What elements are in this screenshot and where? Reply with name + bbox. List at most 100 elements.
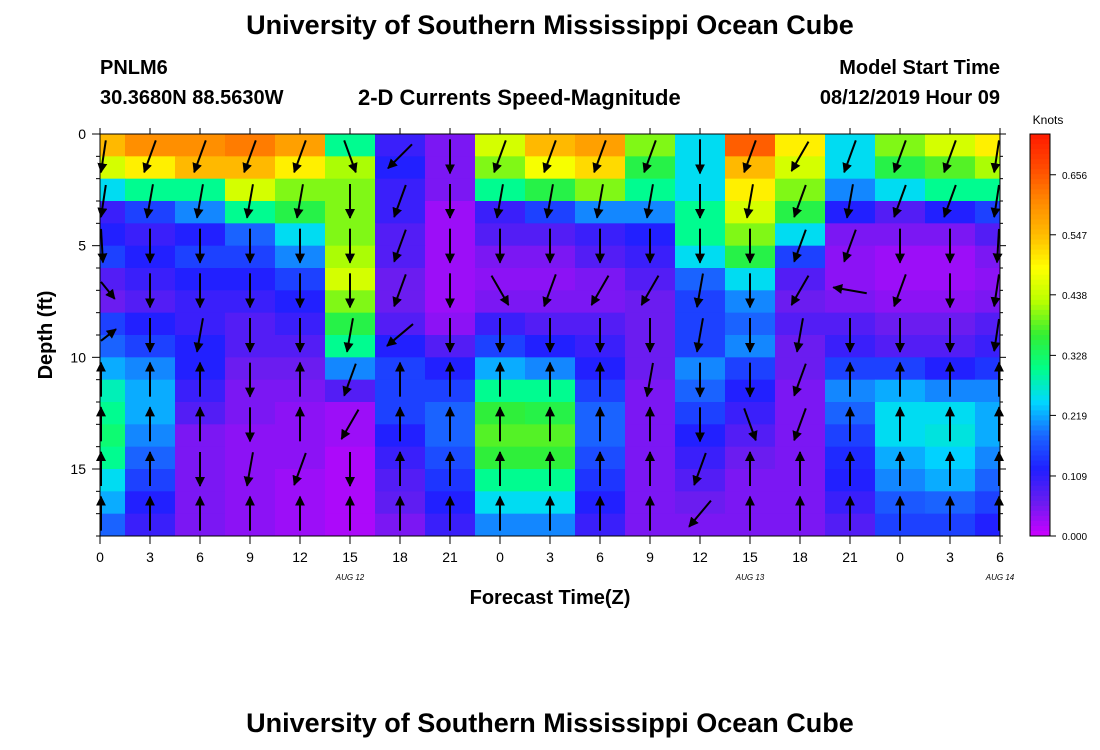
heatmap-cell [875, 290, 926, 314]
heatmap-cell [975, 469, 1001, 492]
colorbar-step [1030, 515, 1050, 522]
heatmap-cell [975, 268, 1001, 291]
colorbar-step [1030, 314, 1050, 321]
current-arrow [990, 318, 1001, 352]
colorbar-step [1030, 279, 1050, 286]
colorbar-step [1030, 375, 1050, 381]
date-labels: AUG 12 AUG 13 AUG 14 [335, 573, 1015, 582]
heatmap-cell [925, 156, 976, 180]
heatmap-cell [375, 134, 426, 157]
colorbar-step [1030, 299, 1050, 306]
x-tick-label: 3 [546, 549, 554, 565]
colorbar-step [1030, 475, 1050, 482]
heatmap-cell [625, 178, 676, 202]
heatmap-cell [675, 469, 726, 492]
x-tick-label: 9 [646, 549, 654, 565]
colorbar-step [1030, 229, 1050, 235]
heatmap-cell [625, 290, 676, 314]
colorbar: Knots 0.000 0.109 0.219 0.328 0.438 0.547 0.65… [1029, 113, 1087, 543]
x-tick-label: 21 [442, 549, 458, 565]
colorbar-step [1030, 174, 1050, 180]
current-arrow [592, 140, 607, 174]
heatmap-cell [725, 402, 776, 425]
heatmap-cell [875, 268, 926, 291]
heatmap-cell [575, 290, 626, 314]
colorbar-step [1030, 480, 1050, 487]
heatmap-cell [925, 178, 976, 202]
heatmap-cell [325, 357, 376, 381]
heatmap-cell [325, 379, 376, 403]
current-arrow [688, 500, 712, 528]
current-arrow [792, 184, 807, 218]
colorbar-step [1030, 505, 1050, 512]
heatmap-cell [225, 134, 276, 157]
heatmap-cell [100, 513, 126, 537]
heatmap-cell [875, 134, 926, 157]
colorbar-step [1030, 329, 1050, 336]
current-arrow [342, 363, 357, 397]
current-arrow [640, 275, 660, 306]
heatmap-cell [125, 156, 176, 180]
heatmap-cell [275, 446, 326, 470]
current-arrow [143, 184, 154, 219]
colorbar-step [1030, 395, 1050, 401]
current-vectors [96, 139, 1004, 531]
x-tick-label: 6 [996, 549, 1004, 565]
heatmap-cell [375, 178, 426, 202]
colorbar-step [1030, 455, 1050, 462]
current-arrow [593, 184, 604, 219]
model-start-label: Model Start Time [839, 57, 1000, 79]
heatmap-cell [100, 178, 126, 202]
colorbar-step [1030, 365, 1050, 371]
current-arrow [542, 140, 557, 174]
heatmap-cell [825, 178, 876, 202]
x-tick-label: 12 [692, 549, 708, 565]
colorbar-step [1030, 244, 1050, 251]
heatmap-cell [100, 335, 126, 358]
current-arrow [832, 284, 867, 295]
heatmap-cell [625, 156, 676, 180]
heatmap-cell [575, 134, 626, 157]
heatmap-cell [825, 134, 876, 157]
heatmap-cell [100, 156, 126, 180]
x-tick-label: 3 [146, 549, 154, 565]
colorbar-step [1030, 470, 1050, 477]
colorbar-step [1030, 440, 1050, 447]
current-arrow [790, 141, 810, 172]
current-arrow [97, 184, 108, 218]
x-tick-label: 6 [596, 549, 604, 565]
colorbar-step [1030, 189, 1050, 195]
heatmap-cell [225, 446, 276, 470]
colorbar-step [1030, 410, 1050, 416]
x-tick-label: 21 [842, 549, 858, 565]
y-tick-label: 15 [70, 461, 86, 477]
heatmap-cell [625, 357, 676, 381]
station-coords: 30.3680N 88.5630W [100, 87, 284, 109]
colorbar-step [1030, 525, 1050, 532]
current-arrow [293, 184, 304, 219]
heatmap-cell [125, 134, 176, 157]
colorbar-step [1030, 184, 1050, 190]
x-axis-label: Forecast Time(Z) [470, 587, 631, 609]
heatmap-cell [775, 223, 826, 247]
heatmap-cell [125, 178, 176, 202]
x-tick-label: 0 [896, 549, 904, 565]
x-tick-label: 0 [496, 549, 504, 565]
heatmap-cell [275, 156, 326, 180]
heatmap-cell [375, 312, 426, 336]
current-arrow [387, 143, 413, 170]
heatmap-cell [675, 491, 726, 515]
current-arrow [842, 229, 857, 263]
current-arrow [292, 452, 307, 486]
heatmap-cell [825, 290, 876, 314]
colorbar-step [1030, 239, 1050, 246]
current-arrow [543, 184, 554, 219]
heatmap-cell [975, 134, 1001, 157]
x-tick-label: 9 [246, 549, 254, 565]
colorbar-step [1030, 269, 1050, 276]
date-label: AUG 14 [985, 573, 1015, 582]
heatmap-cell [475, 134, 526, 157]
colorbar-tick-label: 0.656 [1062, 171, 1087, 182]
heatmap-cell [525, 134, 576, 157]
heatmap-cell [975, 312, 1001, 336]
